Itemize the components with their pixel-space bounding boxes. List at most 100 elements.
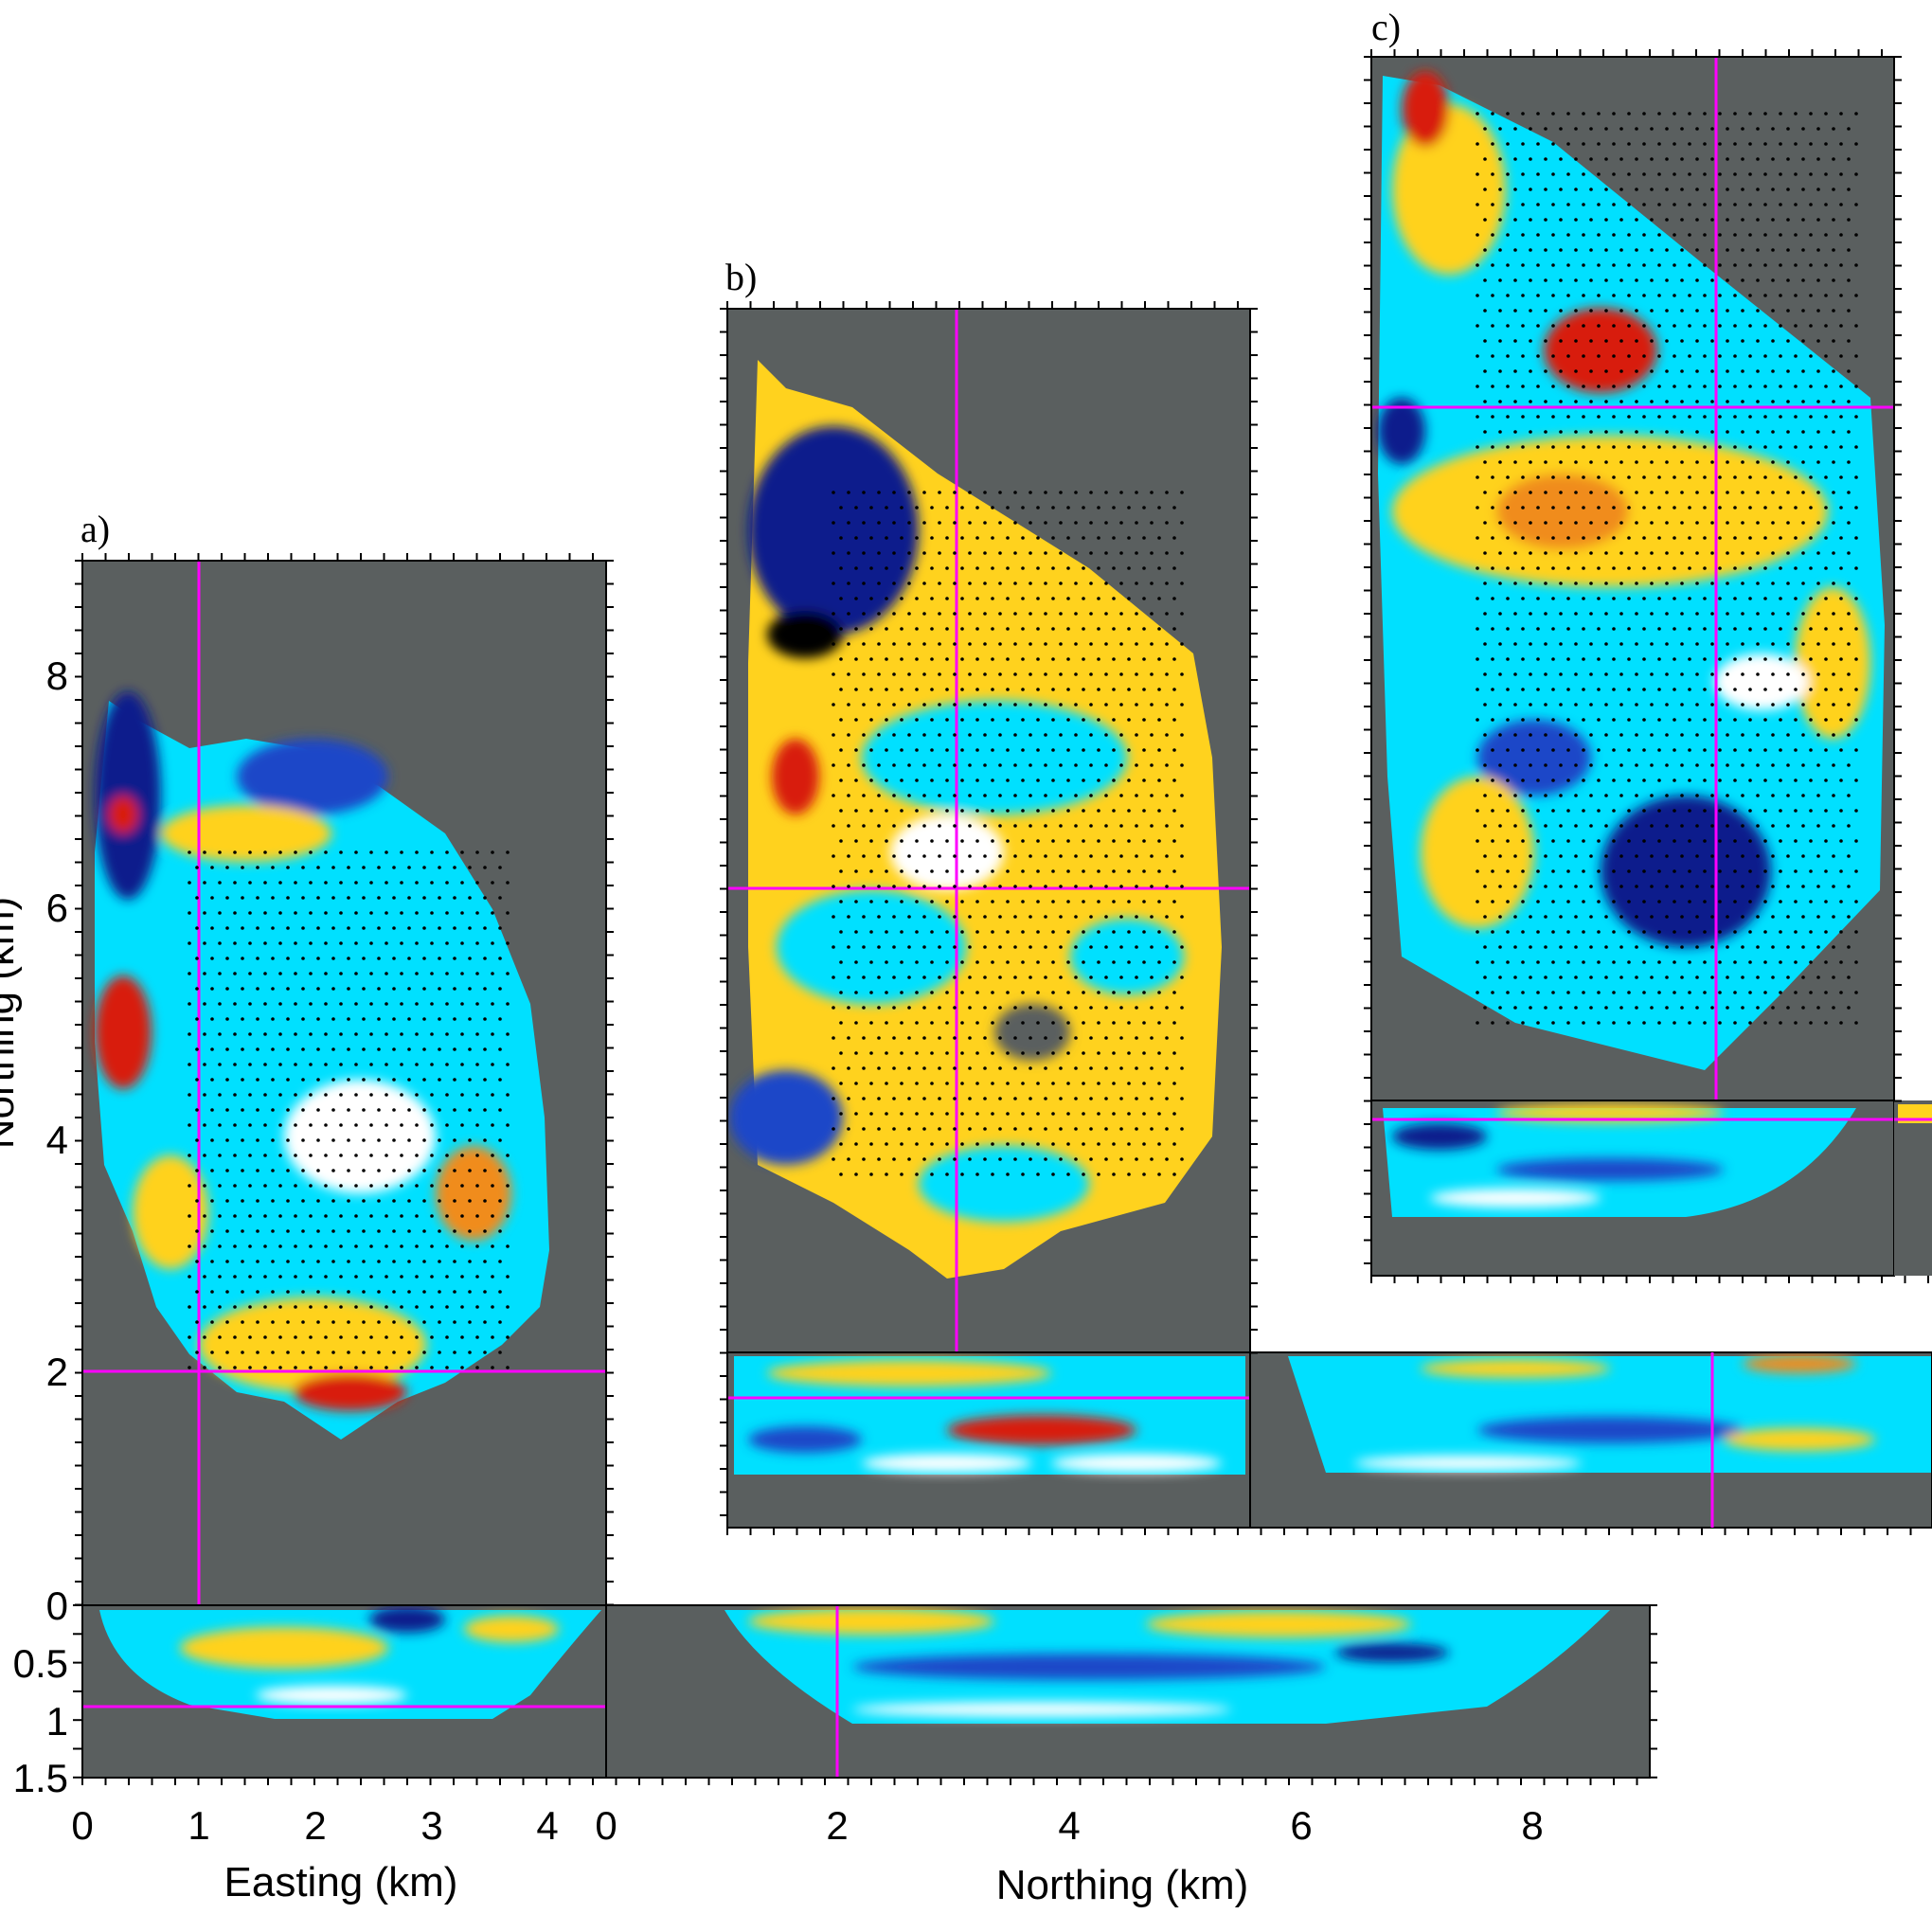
survey-point [1604,248,1608,252]
survey-point [1536,778,1540,782]
survey-point [438,1229,441,1233]
survey-point [1082,536,1085,540]
survey-point [1097,930,1100,934]
survey-point [1786,127,1790,131]
survey-point [1059,1097,1063,1100]
survey-point [1718,112,1722,116]
survey-point [1044,703,1047,707]
survey-point [1013,491,1017,494]
survey-point [1763,445,1767,449]
survey-point [1506,415,1510,419]
survey-point [1157,1142,1161,1146]
survey-point [1021,960,1025,964]
survey-point [968,491,972,494]
survey-point [301,957,305,960]
survey-point [1839,233,1843,237]
survey-point [377,926,381,930]
survey-point [278,911,282,915]
survey-point [1589,975,1593,979]
survey-point [430,1214,434,1218]
survey-point [1476,1021,1479,1025]
survey-point [1756,975,1760,979]
survey-point [1854,748,1858,752]
survey-point [1476,748,1479,752]
survey-point [907,1006,911,1010]
survey-point [1779,354,1782,358]
survey-point [1544,581,1547,585]
survey-point [324,972,328,975]
survey-point [385,1244,388,1248]
survey-point [1794,778,1798,782]
survey-point [1763,809,1767,813]
survey-point [1816,733,1820,737]
survey-point [1748,960,1752,964]
survey-point [1021,839,1025,843]
survey-point [1695,854,1699,858]
survey-point [347,1290,350,1294]
survey-point [1619,794,1623,797]
survey-point [1832,339,1835,343]
survey-point [1066,991,1070,994]
survey-point [930,1172,934,1176]
panel-c-survey-points [1476,112,1858,1025]
survey-point [1612,354,1616,358]
survey-point [1832,248,1835,252]
survey-point [241,1260,244,1263]
survey-point [468,1108,472,1112]
survey-point [1127,657,1131,661]
survey-point [1066,1112,1070,1116]
survey-point [1483,309,1487,313]
survey-point [392,1351,396,1354]
survey-point [1733,445,1737,449]
survey-point [945,900,949,903]
survey-point [1582,597,1585,600]
survey-point [1180,1097,1184,1100]
survey-point [271,1351,275,1354]
survey-point [1135,1006,1138,1010]
survey-point [1574,975,1578,979]
survey-point [1794,627,1798,631]
survey-point [869,1021,873,1025]
survey-point [862,824,866,828]
survey-point [362,926,366,930]
survey-point [1536,688,1540,691]
survey-point [1801,703,1805,707]
survey-point [1074,824,1078,828]
survey-point [983,1006,987,1010]
survey-point [1051,1172,1055,1176]
survey-point [1536,506,1540,510]
survey-point [369,1335,373,1339]
survey-point [316,1078,320,1082]
survey-point [362,1078,366,1082]
survey-point [324,1244,328,1248]
a-xtick-2: 2 [304,1803,326,1848]
survey-point [1604,642,1608,646]
survey-point [1816,703,1820,707]
survey-point [1135,915,1138,919]
survey-point [1044,551,1047,555]
survey-point [885,991,888,994]
survey-point [983,581,987,585]
survey-point [218,1184,222,1188]
survey-point [1635,672,1638,676]
survey-point [869,627,873,631]
survey-point [1574,218,1578,222]
survey-point [415,1002,419,1006]
survey-point [1142,748,1146,752]
survey-point [930,688,934,691]
survey-point [1013,794,1017,797]
survey-point [1529,157,1532,161]
survey-point [1756,824,1760,828]
survey-point [1597,778,1601,782]
survey-point [1665,400,1669,403]
survey-point [294,1335,297,1339]
survey-point [1733,627,1737,631]
survey-point [1627,900,1631,903]
survey-point [1673,324,1676,328]
survey-point [422,957,426,960]
survey-point [877,642,881,646]
survey-point [1748,415,1752,419]
survey-point [832,581,835,585]
survey-point [869,718,873,722]
survey-point [339,1214,343,1218]
